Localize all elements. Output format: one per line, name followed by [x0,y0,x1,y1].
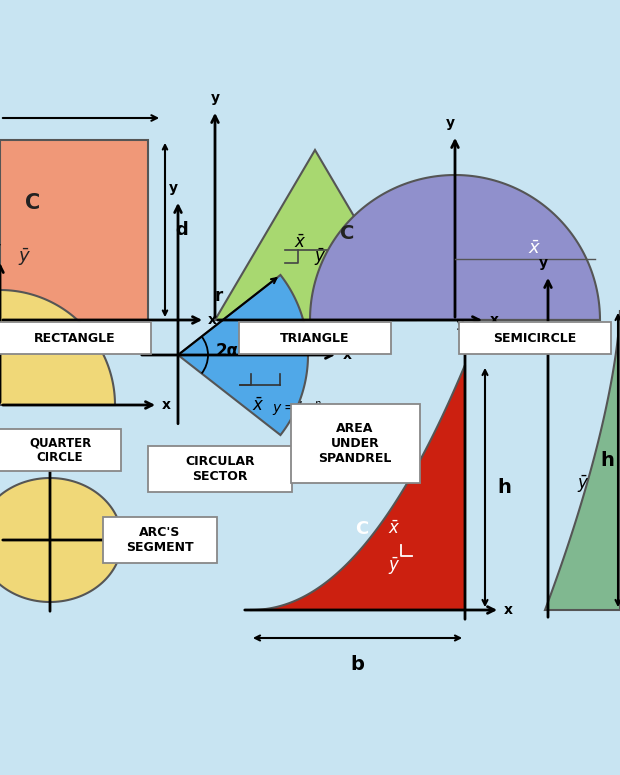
Text: ARC'S
SEGMENT: ARC'S SEGMENT [126,526,194,554]
Text: x: x [343,348,352,362]
Text: y: y [456,316,464,330]
Text: $\bar{x}$: $\bar{x}$ [294,234,306,252]
FancyBboxPatch shape [459,322,611,354]
Polygon shape [178,275,308,435]
Polygon shape [215,150,415,320]
FancyBboxPatch shape [103,517,217,563]
FancyBboxPatch shape [291,404,420,483]
Text: x: x [162,398,171,412]
Text: C: C [340,224,354,243]
Polygon shape [0,478,122,602]
Text: y: y [539,256,547,270]
FancyBboxPatch shape [148,446,292,492]
Text: RECTANGLE: RECTANGLE [34,332,116,345]
Text: $\bar{y}$: $\bar{y}$ [388,555,401,577]
Text: $\bar{x}$: $\bar{x}$ [252,397,265,415]
Text: x: x [504,603,513,617]
Text: $\bar{x}$: $\bar{x}$ [388,520,401,538]
Text: x: x [208,313,217,327]
Text: b: b [350,655,365,674]
Text: $y=kx^n$: $y=kx^n$ [272,400,322,419]
Text: C: C [25,193,40,213]
Text: 2α: 2α [216,342,239,360]
Polygon shape [545,310,620,610]
Text: C: C [243,342,256,360]
Text: h: h [600,450,614,470]
Text: AREA
UNDER
SPANDREL: AREA UNDER SPANDREL [318,422,392,465]
Text: r: r [215,287,223,305]
Text: QUARTER
CIRCLE: QUARTER CIRCLE [29,436,91,464]
Polygon shape [250,365,465,610]
Text: x: x [186,533,195,547]
FancyBboxPatch shape [0,322,151,354]
FancyBboxPatch shape [0,429,121,471]
Polygon shape [0,290,115,405]
Text: CIRCULAR
SECTOR: CIRCULAR SECTOR [185,456,255,484]
FancyBboxPatch shape [239,322,391,354]
Polygon shape [310,175,600,320]
Text: y: y [446,116,454,130]
Bar [0,140,148,320]
Text: $\bar{y}$: $\bar{y}$ [18,246,32,268]
Text: $\bar{y}$: $\bar{y}$ [577,474,589,494]
Text: SEMICIRCLE: SEMICIRCLE [494,332,577,345]
Text: TRIANGLE: TRIANGLE [280,332,350,345]
Text: C: C [355,520,368,538]
Text: y: y [211,91,219,105]
Text: y: y [169,181,177,195]
Text: $\bar{y}$: $\bar{y}$ [314,246,326,268]
Text: x: x [490,313,499,327]
Text: $\bar{x}$: $\bar{x}$ [528,240,541,258]
Text: y: y [42,434,50,448]
Text: h: h [497,478,511,497]
Text: d: d [175,221,188,239]
